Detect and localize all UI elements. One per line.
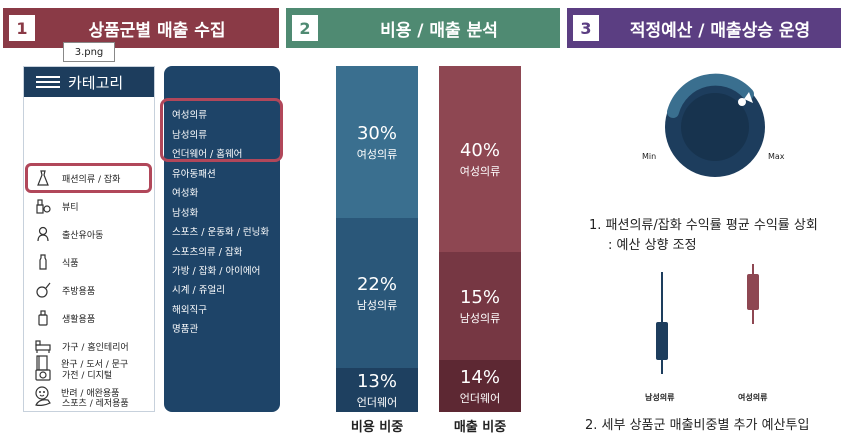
candle-right-label: 여성의류 <box>738 393 768 402</box>
step2-header: 2 비용 / 매출 분석 <box>286 8 560 48</box>
subcategory-item[interactable]: 남성화 <box>172 208 199 219</box>
category-panel: 카테고리 패션의류 / 잡화 뷰티 출산유아동 식품 주방용품 생활용품 가구 … <box>23 66 155 412</box>
sports-icon <box>34 393 52 411</box>
category-item-household[interactable]: 생활용품 <box>34 306 152 330</box>
category-label: 가전 / 디지털 <box>62 370 113 381</box>
sales-column-caption: 매출 비중 <box>453 420 507 435</box>
cost-segment-men: 22% 남성의류 <box>336 218 418 368</box>
subcategory-item[interactable]: 여성의류 <box>172 110 207 121</box>
category-item-food[interactable]: 식품 <box>34 250 152 274</box>
subcategory-item[interactable]: 명품관 <box>172 324 199 335</box>
furniture-icon <box>34 337 52 355</box>
step1-title: 상품군별 매출 수집 <box>88 20 226 41</box>
category-label: 반려 / 애완용품 <box>61 388 120 399</box>
category-header: 카테고리 <box>24 67 154 97</box>
step3-header: 3 적정예산 / 매출상승 운영 <box>567 8 841 48</box>
dial-max-label: Max <box>768 152 785 161</box>
description-1: 1. 패션의류/잡화 수익률 평균 수익률 상회 <box>589 218 818 233</box>
segment-percent: 13% <box>356 370 397 392</box>
step1-number: 1 <box>9 15 35 41</box>
menu-icon[interactable] <box>36 73 60 91</box>
cost-segment-women: 30% 여성의류 <box>336 66 418 218</box>
category-item-sports[interactable]: 스포츠 / 레저용품 <box>34 390 152 414</box>
segment-label: 언더웨어 <box>459 391 501 405</box>
cost-segment-underwear: 13% 언더웨어 <box>336 368 418 412</box>
category-item-fashion[interactable]: 패션의류 / 잡화 <box>34 166 152 190</box>
category-label: 스포츠 / 레저용품 <box>62 398 129 409</box>
candle-left-label: 남성의류 <box>645 393 675 402</box>
subcategory-item[interactable]: 시계 / 쥬얼리 <box>172 285 225 296</box>
subcategory-item[interactable]: 언더웨어 / 홈웨어 <box>172 149 243 160</box>
subcategory-item[interactable]: 스포츠의류 / 잡화 <box>172 247 243 258</box>
category-label: 생활용품 <box>62 314 96 325</box>
subcategory-item[interactable]: 스포츠 / 운동화 / 런닝화 <box>172 227 270 238</box>
category-item-beauty[interactable]: 뷰티 <box>34 194 152 218</box>
file-tag: 3.png <box>63 42 115 62</box>
dress-icon <box>34 169 52 187</box>
household-icon <box>34 309 52 327</box>
pet-icon <box>33 383 51 401</box>
sales-segment-underwear: 14% 언더웨어 <box>439 360 521 412</box>
segment-label: 남성의류 <box>356 298 398 312</box>
subcategory-item[interactable]: 해외직구 <box>172 305 207 316</box>
subcategory-item[interactable]: 남성의류 <box>172 130 207 141</box>
cosmetics-icon <box>34 197 52 215</box>
segment-label: 언더웨어 <box>356 395 398 409</box>
dial-min-label: Min <box>642 152 657 161</box>
category-label: 완구 / 도서 / 문구 <box>61 359 129 370</box>
category-label: 패션의류 / 잡화 <box>62 174 121 185</box>
category-title: 카테고리 <box>68 73 124 92</box>
segment-percent: 22% <box>356 273 397 295</box>
description-2: 2. 세부 상품군 매출비중별 추가 예산투입 <box>585 418 810 433</box>
subcategory-panel: 여성의류 남성의류 언더웨어 / 홈웨어 유아동패션 여성화 남성화 스포츠 /… <box>164 66 280 412</box>
sales-segment-men: 15% 남성의류 <box>439 252 521 360</box>
category-item-baby[interactable]: 출산유아동 <box>34 222 152 246</box>
subcategory-selection-highlight <box>160 98 283 162</box>
category-item-pet[interactable]: 반려 / 애완용품 <box>33 380 151 404</box>
category-label: 식품 <box>62 258 79 269</box>
category-selection-highlight <box>25 163 152 193</box>
cost-column-caption: 비용 비중 <box>350 420 404 435</box>
segment-label: 여성의류 <box>459 164 501 178</box>
category-label: 주방용품 <box>62 286 96 297</box>
segment-percent: 30% <box>356 122 397 144</box>
segment-percent: 15% <box>459 286 500 308</box>
category-label: 가구 / 홈인테리어 <box>62 342 129 353</box>
budget-dial <box>665 73 765 177</box>
category-item-kitchen[interactable]: 주방용품 <box>34 278 152 302</box>
bottle-icon <box>34 253 52 271</box>
category-item-toys-books[interactable]: 완구 / 도서 / 문구 <box>33 351 151 375</box>
sales-segment-women: 40% 여성의류 <box>439 66 521 252</box>
segment-percent: 14% <box>459 366 500 388</box>
step1-header: 1 상품군별 매출 수집 <box>3 8 279 48</box>
subcategory-item[interactable]: 가방 / 잡화 / 아이에어 <box>172 266 261 277</box>
kitchen-icon <box>34 281 52 299</box>
step3-title: 적정예산 / 매출상승 운영 <box>629 20 811 41</box>
step2-title: 비용 / 매출 분석 <box>380 20 498 41</box>
step3-number: 3 <box>573 15 599 41</box>
subcategory-item[interactable]: 유아동패션 <box>172 169 216 180</box>
description-1-detail: : 예산 상향 조정 <box>608 238 697 253</box>
baby-icon <box>34 225 52 243</box>
category-item-furniture[interactable]: 가구 / 홈인테리어 <box>34 334 152 358</box>
segment-label: 여성의류 <box>356 147 398 161</box>
category-label: 뷰티 <box>62 202 79 213</box>
candlestick-chart <box>656 264 759 374</box>
book-icon <box>33 354 51 372</box>
category-label: 출산유아동 <box>62 230 104 241</box>
step2-number: 2 <box>292 15 318 41</box>
subcategory-item[interactable]: 여성화 <box>172 188 199 199</box>
segment-percent: 40% <box>459 139 500 161</box>
segment-label: 남성의류 <box>459 311 501 325</box>
